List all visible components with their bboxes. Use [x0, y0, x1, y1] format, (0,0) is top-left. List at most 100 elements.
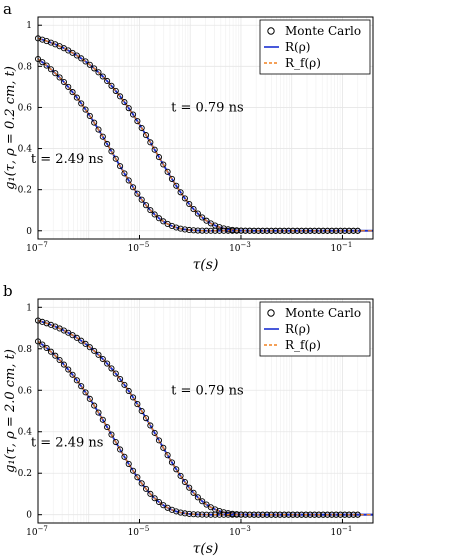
monte-carlo-point	[125, 177, 132, 184]
monte-carlo-point	[199, 498, 206, 505]
monte-carlo-point	[155, 154, 163, 161]
monte-carlo-point	[138, 407, 145, 415]
monte-carlo-point	[130, 184, 137, 191]
monte-carlo-point	[112, 87, 119, 94]
monte-carlo-point	[121, 453, 128, 460]
monte-carlo-point	[99, 73, 106, 80]
monte-carlo-point	[307, 227, 314, 234]
monte-carlo-point	[117, 376, 124, 383]
monte-carlo-point	[160, 444, 167, 451]
monte-carlo-point	[82, 340, 89, 347]
monte-carlo-point	[164, 168, 171, 175]
monte-carlo-point	[276, 511, 284, 518]
y-tick-label: 1	[26, 21, 32, 31]
legend-label: Monte Carlo	[285, 306, 361, 320]
y-tick-label: 0.4	[18, 428, 33, 438]
monte-carlo-point	[155, 437, 163, 444]
monte-carlo-point	[190, 206, 197, 213]
legend-label: R_f(ρ)	[285, 56, 321, 70]
monte-carlo-point	[125, 387, 132, 395]
monte-carlo-point	[294, 227, 301, 234]
monte-carlo-point	[324, 511, 331, 518]
series-annotation: t = 2.49 ns	[31, 152, 104, 167]
monte-carlo-point	[104, 360, 111, 367]
monte-carlo-point	[130, 111, 137, 118]
monte-carlo-point	[216, 224, 223, 231]
monte-carlo-point	[225, 227, 232, 234]
monte-carlo-point	[78, 55, 85, 62]
monte-carlo-point	[225, 511, 232, 518]
monte-carlo-point	[173, 224, 180, 231]
monte-carlo-point	[142, 132, 150, 139]
monte-carlo-point	[315, 227, 322, 234]
y-tick-label: 0.2	[18, 469, 32, 479]
monte-carlo-point	[246, 227, 253, 234]
monte-carlo-point	[95, 409, 102, 416]
legend-marker-circle	[267, 27, 275, 35]
monte-carlo-point	[294, 511, 301, 518]
y-tick-label: 0.6	[18, 386, 33, 396]
monte-carlo-point	[91, 119, 98, 126]
monte-carlo-point	[73, 377, 80, 384]
monte-carlo-point	[333, 227, 340, 234]
monte-carlo-point	[186, 200, 193, 208]
monte-carlo-point	[73, 334, 80, 341]
monte-carlo-point	[117, 163, 124, 170]
monte-carlo-point	[78, 100, 85, 107]
monte-carlo-point	[69, 371, 76, 378]
monte-carlo-point	[328, 511, 335, 518]
monte-carlo-point	[194, 227, 201, 234]
monte-carlo-point	[73, 52, 80, 59]
y-tick-label: 0.6	[18, 103, 33, 113]
monte-carlo-point	[315, 511, 322, 518]
monte-carlo-point	[212, 227, 219, 234]
monte-carlo-point	[268, 511, 275, 518]
monte-carlo-point	[229, 511, 236, 518]
monte-carlo-point	[289, 227, 296, 234]
monte-carlo-point	[95, 69, 102, 76]
monte-carlo-point	[207, 227, 214, 234]
monte-carlo-point	[285, 227, 292, 234]
monte-carlo-point	[199, 511, 206, 518]
x-tick-label: 10−7	[26, 525, 48, 538]
monte-carlo-point	[82, 106, 89, 113]
monte-carlo-point	[86, 112, 93, 120]
monte-carlo-point	[86, 344, 93, 351]
monte-carlo-point	[43, 344, 50, 352]
legend-marker-circle	[267, 309, 275, 317]
monte-carlo-point	[216, 227, 223, 234]
monte-carlo-point	[69, 332, 76, 339]
monte-carlo-point	[177, 189, 184, 196]
monte-carlo-point	[134, 474, 141, 481]
monte-carlo-point	[134, 118, 141, 125]
monte-carlo-point	[177, 225, 184, 232]
panel-label: b	[3, 282, 13, 300]
monte-carlo-point	[307, 511, 314, 518]
monte-carlo-point	[220, 511, 227, 518]
monte-carlo-point	[324, 227, 331, 234]
monte-carlo-point	[47, 348, 55, 355]
monte-carlo-point	[130, 394, 137, 401]
monte-carlo-point	[281, 227, 288, 234]
monte-carlo-point	[190, 511, 197, 518]
monte-carlo-point	[147, 490, 154, 497]
monte-carlo-point	[121, 381, 128, 388]
y-tick-label: 0.8	[18, 345, 33, 355]
monte-carlo-point	[337, 227, 344, 234]
monte-carlo-point	[203, 217, 210, 224]
y-tick-label: 1	[26, 303, 32, 313]
monte-carlo-point	[190, 489, 197, 496]
monte-carlo-point	[99, 133, 106, 140]
monte-carlo-point	[60, 361, 67, 368]
monte-carlo-point	[69, 49, 76, 56]
monte-carlo-point	[311, 227, 318, 234]
monte-carlo-point	[65, 83, 72, 90]
x-tick-label: 10−1	[331, 241, 353, 254]
monte-carlo-point	[52, 352, 59, 359]
monte-carlo-point	[117, 93, 124, 100]
monte-carlo-point	[60, 78, 67, 86]
monte-carlo-point	[112, 155, 119, 162]
monte-carlo-point	[350, 511, 357, 518]
monte-carlo-point	[155, 215, 163, 222]
